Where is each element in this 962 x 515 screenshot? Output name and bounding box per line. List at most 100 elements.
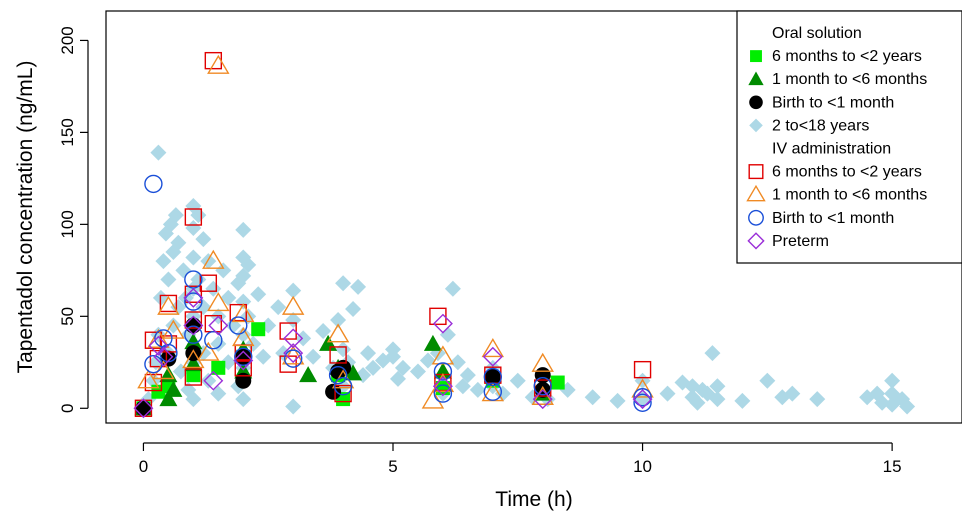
data-point [184,292,203,311]
data-point [144,373,163,392]
y-tick-label: 0 [58,404,77,413]
data-point [185,391,202,408]
data-point [484,369,501,386]
data-point [281,295,305,315]
data-point [335,275,352,292]
data-point [220,289,237,306]
data-point [394,359,411,376]
data-point [550,375,565,390]
data-point [704,345,721,362]
data-point [211,360,226,375]
data-point [384,341,401,358]
data-point [149,349,168,368]
data-point [335,341,352,358]
x-tick-label: 0 [139,457,148,476]
data-point [483,367,503,387]
data-point [433,384,453,403]
data-point [421,389,445,409]
data-point [208,315,229,336]
data-point [330,312,347,328]
data-point [184,368,203,386]
legend-entry: 1 month to <6 months [772,187,927,204]
data-point [167,207,184,224]
data-point [315,323,332,340]
data-point [899,398,916,415]
data-point [155,253,172,270]
data-point [634,391,651,408]
data-point [584,389,601,406]
legend-symbol [749,95,763,110]
data-point [207,54,230,74]
data-point [204,331,223,350]
data-point [186,368,201,383]
data-point [229,303,247,322]
data-point [482,346,503,367]
data-point [326,323,350,343]
data-point [283,328,304,349]
data-point [481,338,505,358]
data-point [483,382,503,401]
data-point [175,262,192,279]
data-point [299,366,318,383]
data-point [432,376,453,397]
data-point [429,307,447,326]
data-point [632,389,653,410]
data-point [334,384,352,403]
data-point [185,249,202,266]
y-tick-label: 200 [58,26,77,54]
data-point [444,280,461,297]
data-point [531,352,554,372]
legend-symbol [748,164,764,180]
data-point [200,253,217,270]
data-point [328,365,348,385]
data-point [133,398,154,419]
data-point [784,385,801,402]
data-point [345,300,362,317]
data-point [305,348,322,365]
data-point [150,144,167,161]
data-point [250,286,267,303]
legend-entry: 6 months to <2 years [772,48,922,65]
legend-entry: 2 to<18 years [772,117,869,134]
data-point [283,343,304,364]
data-point [184,333,203,350]
data-point [459,367,476,384]
data-point [874,394,891,411]
data-point [659,385,676,402]
data-point [183,287,204,308]
data-point [184,285,203,303]
data-point [207,292,230,312]
data-point [215,262,232,279]
data-point [148,335,169,356]
data-point [232,327,255,347]
data-point [184,311,203,329]
data-point [344,364,363,381]
data-point [734,392,751,409]
data-point [409,363,426,380]
data-point [809,391,826,408]
data-point [157,295,180,315]
data-point [270,299,287,316]
data-point [283,349,303,368]
data-point [200,372,217,389]
x-tick-label: 15 [883,457,902,476]
data-point [159,390,178,407]
data-point [454,378,471,395]
data-point [152,360,175,380]
legend-symbol [746,184,766,202]
legend-symbol [747,232,765,250]
data-point [153,346,174,367]
legend-entry: 1 month to <6 months [772,71,927,88]
data-point [184,208,203,226]
data-point [165,317,182,334]
legend-symbol [750,50,762,63]
legend-box [736,10,962,264]
data-point [365,359,382,376]
data-point [183,315,204,336]
data-point [431,345,455,365]
data-point [235,293,252,310]
data-point [633,388,652,407]
data-point [333,377,353,396]
data-point [240,256,257,273]
